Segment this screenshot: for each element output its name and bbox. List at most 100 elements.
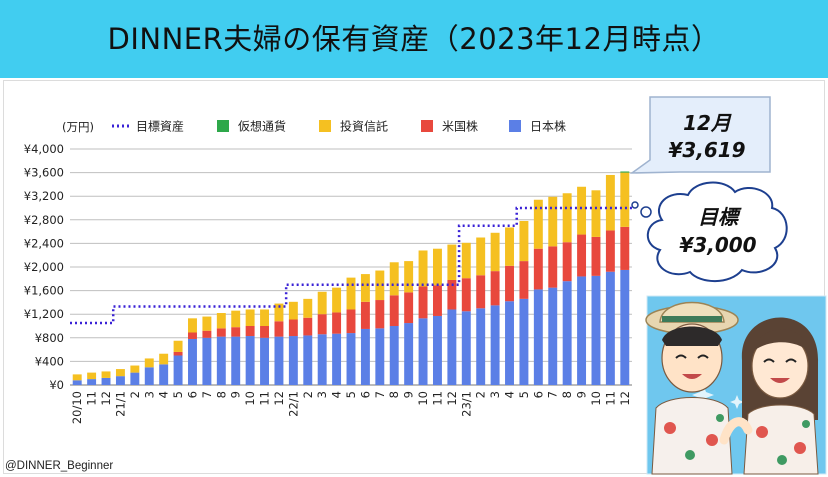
x-tick-label: 6 [185, 391, 199, 398]
bar-segment [173, 340, 183, 352]
bar-segment [360, 301, 370, 329]
bar-segment [577, 234, 587, 277]
target-label: 目標 [698, 205, 742, 229]
bar-segment [130, 372, 140, 385]
bar-segment [288, 301, 298, 320]
bar-segment [605, 271, 615, 385]
bar-segment [332, 312, 342, 334]
x-tick-label: 4 [330, 391, 344, 398]
x-tick-label: 9 [229, 391, 243, 398]
bar-segment [620, 269, 630, 385]
bar-segment [274, 303, 284, 322]
title-banner [0, 0, 828, 78]
couple-illustration [645, 295, 827, 475]
x-tick-label: 2 [301, 391, 315, 398]
y-tick-label: ¥1,200 [24, 307, 64, 321]
legend-label: 仮想通貨 [238, 119, 286, 134]
footer-credit: @DINNER_Beginner [5, 460, 114, 472]
bar-segment [519, 220, 529, 262]
x-tick-label: 7 [546, 391, 560, 398]
bar-segment [188, 318, 197, 333]
bar-segment [87, 379, 97, 385]
woman-figure [719, 317, 819, 475]
bar-segment [620, 172, 630, 227]
bar-segment [447, 309, 457, 385]
x-tick-label: 21/1 [113, 391, 127, 417]
x-tick-label: 3 [315, 391, 329, 398]
x-tick-label: 12 [618, 391, 632, 406]
bar-segment [620, 171, 630, 173]
target-cloud: 目標 ¥3,000 [631, 181, 788, 283]
bar-segment [317, 291, 327, 315]
bar-segment [332, 287, 342, 313]
target-value: ¥3,000 [679, 233, 756, 257]
bar-segment [303, 335, 313, 385]
y-tick-label: ¥2,400 [24, 236, 64, 250]
bar-segment [548, 196, 558, 247]
bar-segment [216, 336, 226, 385]
x-tick-label: 11 [603, 391, 617, 406]
legend-label: 目標資産 [136, 119, 184, 134]
bar-segment [332, 333, 342, 385]
bar-segment [577, 186, 587, 235]
target-path [70, 206, 632, 325]
bar-segment [115, 369, 125, 377]
bar-segment [404, 292, 414, 324]
x-tick-label: 7 [373, 391, 387, 398]
x-tick-label: 20/10 [70, 391, 84, 424]
x-tick-label: 11 [258, 391, 272, 406]
x-tick-label: 6 [531, 391, 545, 398]
bar-segment [231, 336, 241, 385]
legend-label: 米国株 [442, 119, 478, 134]
bar-segment [591, 275, 601, 385]
bar-segment [245, 336, 255, 385]
bar-segment [562, 281, 572, 385]
bar-segment [476, 308, 486, 385]
y-tick-label: ¥0 [49, 378, 64, 392]
bar-segment [87, 372, 97, 380]
bar-segment [375, 328, 385, 385]
bar-segment [346, 309, 356, 334]
bar-segment [490, 305, 500, 385]
bar-segment [115, 376, 125, 385]
bar-segment [389, 326, 399, 385]
bar-segment [159, 364, 169, 385]
bar-segment [447, 244, 457, 280]
bar-segment [173, 355, 183, 385]
callout-value: ¥3,619 [668, 138, 745, 162]
bar-segment [274, 336, 284, 385]
x-tick-label: 11 [85, 391, 99, 406]
x-tick-label: 3 [142, 391, 156, 398]
bar-segment [303, 317, 313, 336]
bar-segment [605, 230, 615, 272]
bar-segment [260, 337, 270, 385]
target-line [70, 206, 632, 325]
x-tick-label: 5 [171, 391, 185, 398]
y-tick-label: ¥800 [35, 331, 64, 345]
x-tick-label: 8 [560, 391, 574, 398]
bar-segment [245, 309, 255, 326]
bar-segment [317, 314, 327, 335]
bar-segment [202, 316, 212, 331]
bar-segment [173, 351, 183, 356]
bar-segment [533, 248, 543, 290]
bar-segment [101, 371, 111, 378]
bar-segment [72, 380, 82, 385]
bars [72, 171, 630, 385]
bar-segment [202, 330, 212, 338]
bar-segment [591, 236, 601, 276]
bar-segment [389, 262, 399, 296]
x-tick-label: 2 [128, 391, 142, 398]
x-tick-label: 2 [474, 391, 488, 398]
bar-segment [461, 278, 471, 312]
bar-segment [317, 334, 327, 385]
bar-segment [360, 328, 370, 385]
bar-segment [533, 289, 543, 385]
x-tick-label: 12 [272, 391, 286, 406]
x-tick-label: 12 [445, 391, 459, 406]
bar-segment [461, 311, 471, 385]
y-tick-label: ¥2,000 [24, 260, 64, 274]
bar-segment [346, 277, 356, 310]
bar-segment [404, 323, 414, 385]
bar-segment [375, 300, 385, 329]
